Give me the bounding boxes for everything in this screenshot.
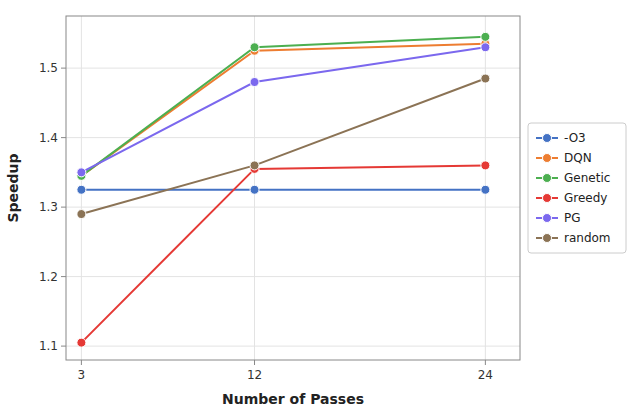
series: [77, 185, 490, 194]
series-line: [81, 44, 485, 176]
point: [250, 161, 259, 170]
legend-label: PG: [564, 211, 581, 225]
point: [481, 185, 490, 194]
grid: [66, 16, 520, 360]
x-tick-label: 12: [247, 368, 262, 382]
y-grid-line: [66, 207, 520, 208]
legend-marker: [543, 194, 552, 203]
legend-label: Genetic: [564, 171, 610, 185]
legend-marker: [543, 134, 552, 143]
legend-marker: [543, 174, 552, 183]
series: [77, 39, 490, 180]
axes: 1.1 1.2 1.3 1.4 1.5 3 12 24: [39, 61, 493, 382]
y-tick: [61, 207, 66, 208]
series-line: [81, 79, 485, 215]
legend-label: Greedy: [564, 191, 607, 205]
point: [250, 78, 259, 87]
series-line: [81, 189, 485, 191]
y-tick: [61, 276, 66, 277]
y-grid-line: [66, 68, 520, 69]
y-axis-label: Speedup: [5, 153, 21, 222]
point: [481, 32, 490, 41]
y-tick-label: 1.4: [39, 131, 58, 145]
x-tick: [81, 360, 82, 365]
x-tick-label: 24: [478, 368, 493, 382]
series: [77, 74, 490, 219]
legend-box: [528, 123, 626, 253]
y-grid-line: [66, 346, 520, 347]
data: [77, 32, 490, 347]
y-grid-line: [66, 276, 520, 277]
point: [77, 168, 86, 177]
legend-label: -O3: [564, 131, 586, 145]
y-tick: [61, 137, 66, 138]
plot-frame: [66, 16, 520, 360]
point: [77, 338, 86, 347]
series-line: [81, 165, 485, 342]
y-tick-label: 1.5: [39, 61, 58, 75]
series: [77, 161, 490, 347]
legend-marker: [543, 214, 552, 223]
point: [77, 210, 86, 219]
point: [77, 185, 86, 194]
legend-marker: [543, 154, 552, 163]
series: [77, 43, 490, 177]
point: [250, 185, 259, 194]
point: [481, 43, 490, 52]
legend-marker: [543, 234, 552, 243]
y-tick-label: 1.2: [39, 270, 58, 284]
y-tick-label: 1.1: [39, 339, 58, 353]
legend-label: DQN: [564, 151, 592, 165]
x-tick: [485, 360, 486, 365]
point: [250, 43, 259, 52]
x-axis-label: Number of Passes: [222, 391, 364, 407]
y-tick: [61, 346, 66, 347]
chart: 1.1 1.2 1.3 1.4 1.5 3 12 24 Number of Passes Spee…: [0, 0, 632, 416]
legend-label: random: [564, 231, 611, 245]
plot-area: [66, 16, 520, 360]
legend: -O3 DQN Genetic Greedy PG random: [528, 123, 626, 253]
x-tick-label: 3: [78, 368, 86, 382]
point: [481, 161, 490, 170]
y-tick-label: 1.3: [39, 200, 58, 214]
x-tick: [254, 360, 255, 365]
y-tick: [61, 68, 66, 69]
point: [481, 74, 490, 83]
series: [77, 32, 490, 180]
